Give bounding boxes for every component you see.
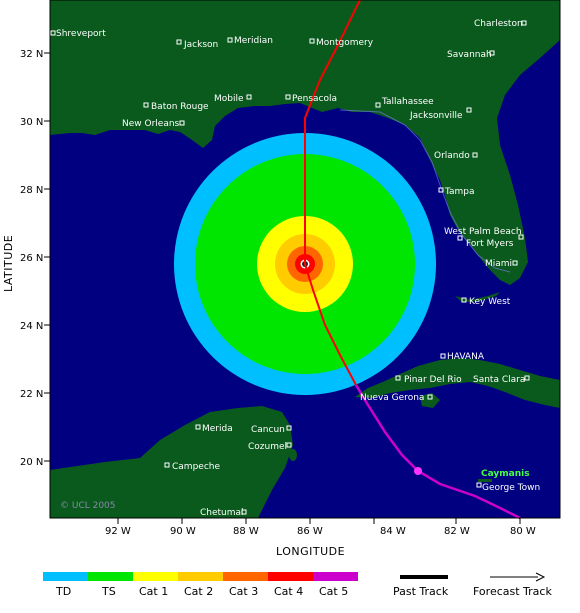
legend-label-cat5: Cat 5 — [319, 585, 348, 598]
lon-tick-label: 82 W — [444, 526, 470, 537]
lat-tick-label: 20 N — [20, 457, 43, 468]
lat-tick-label: 26 N — [20, 253, 43, 264]
forecast-arrowhead-icon — [535, 572, 546, 582]
y-axis-label: LATITUDE — [2, 235, 15, 292]
lat-ticks — [44, 52, 50, 462]
city-label: Savannah — [447, 50, 492, 60]
city-label: Key West — [469, 297, 511, 307]
cuba-land — [355, 358, 560, 408]
legend-label-cat3: Cat 3 — [229, 585, 258, 598]
lat-tick-label: 24 N — [20, 321, 43, 332]
city-label: New Orleans — [122, 119, 180, 129]
legend-swatch-ts — [88, 572, 133, 581]
legend-label-cat2: Cat 2 — [184, 585, 213, 598]
past-track-legend-label: Past Track — [393, 585, 449, 598]
city-markers — [50, 20, 530, 515]
legend-swatch-cat5 — [313, 572, 358, 581]
florida-coast-outline — [339, 109, 511, 273]
city-label: Meridian — [234, 36, 273, 46]
track-marker-past — [414, 467, 422, 475]
current-track-line — [304, 0, 361, 386]
lat-tick-label: 22 N — [20, 389, 43, 400]
lon-tick-labels: 92 W 90 W 88 W 86 W 84 W 82 W 80 W — [105, 526, 536, 537]
legend-label-td: TD — [55, 585, 71, 598]
copyright: © UCL 2005 — [60, 501, 116, 511]
legend-swatch-cat2 — [178, 572, 223, 581]
lon-tick-label: 88 W — [233, 526, 259, 537]
lon-tick-label: 80 W — [510, 526, 536, 537]
isle-of-youth — [420, 393, 440, 408]
cozumel-island — [289, 449, 297, 461]
city-label: Miami — [485, 259, 512, 269]
yucatan-land — [50, 406, 293, 518]
lon-ticks — [117, 518, 521, 524]
lon-tick-label: 92 W — [105, 526, 131, 537]
lon-tick-label: 86 W — [297, 526, 323, 537]
city-label: HAVANA — [447, 352, 485, 362]
city-label: Merida — [202, 424, 233, 434]
legend-swatch-td — [43, 572, 88, 581]
city-label: Chetumal — [200, 508, 244, 518]
legend-swatch-cat4 — [268, 572, 313, 581]
city-label: Santa Clara — [473, 375, 525, 385]
city-label: George Town — [482, 483, 540, 493]
city-label: Pinar Del Rio — [404, 375, 462, 385]
city-label: Charleston — [474, 19, 523, 29]
city-label: Tampa — [444, 187, 475, 197]
lon-tick-label: 90 W — [170, 526, 196, 537]
x-axis-label: LONGITUDE — [276, 545, 345, 558]
legend-label-ts: TS — [101, 585, 116, 598]
lat-tick-labels: 32 N 30 N 28 N 26 N 24 N 22 N 20 N — [20, 49, 43, 468]
legend-label-cat1: Cat 1 — [139, 585, 168, 598]
city-label: Shreveport — [56, 29, 106, 39]
legend-swatch-cat3 — [223, 572, 268, 581]
forecast-track-legend-label: Forecast Track — [473, 585, 552, 598]
legend-label-cat4: Cat 4 — [274, 585, 303, 598]
city-label: Montgomery — [316, 38, 374, 48]
map-frame — [49, 0, 561, 519]
lat-tick-label: 28 N — [20, 185, 43, 196]
lat-tick-label: 32 N — [20, 49, 43, 60]
city-label: Pensacola — [292, 94, 337, 104]
city-label: Fort Myers — [466, 239, 514, 249]
city-label: Campeche — [172, 462, 220, 472]
city-label: Jackson — [183, 40, 218, 50]
city-label: Caymanis — [481, 469, 530, 479]
city-label: Jacksonville — [409, 111, 463, 121]
city-label: Baton Rouge — [151, 102, 209, 112]
us-land — [50, 0, 560, 285]
city-label: Orlando — [434, 151, 470, 161]
city-label: Cozumel — [248, 442, 287, 452]
storm-track — [304, 0, 521, 520]
city-labels: Shreveport Jackson Meridian Montgomery C… — [56, 19, 540, 518]
cayman-island — [478, 479, 492, 482]
lon-tick-label: 84 W — [380, 526, 406, 537]
legend-labels: TD TS Cat 1 Cat 2 Cat 3 Cat 4 Cat 5 — [55, 585, 348, 598]
legend-swatch-cat1 — [133, 572, 178, 581]
city-label: Mobile — [214, 94, 244, 104]
city-label: Cancun — [251, 425, 285, 435]
city-label: Tallahassee — [381, 97, 434, 107]
city-label: West Palm Beach — [444, 227, 522, 237]
city-label: Nueva Gerona — [360, 393, 424, 403]
lat-tick-label: 30 N — [20, 117, 43, 128]
legend-colorbar — [43, 572, 358, 581]
